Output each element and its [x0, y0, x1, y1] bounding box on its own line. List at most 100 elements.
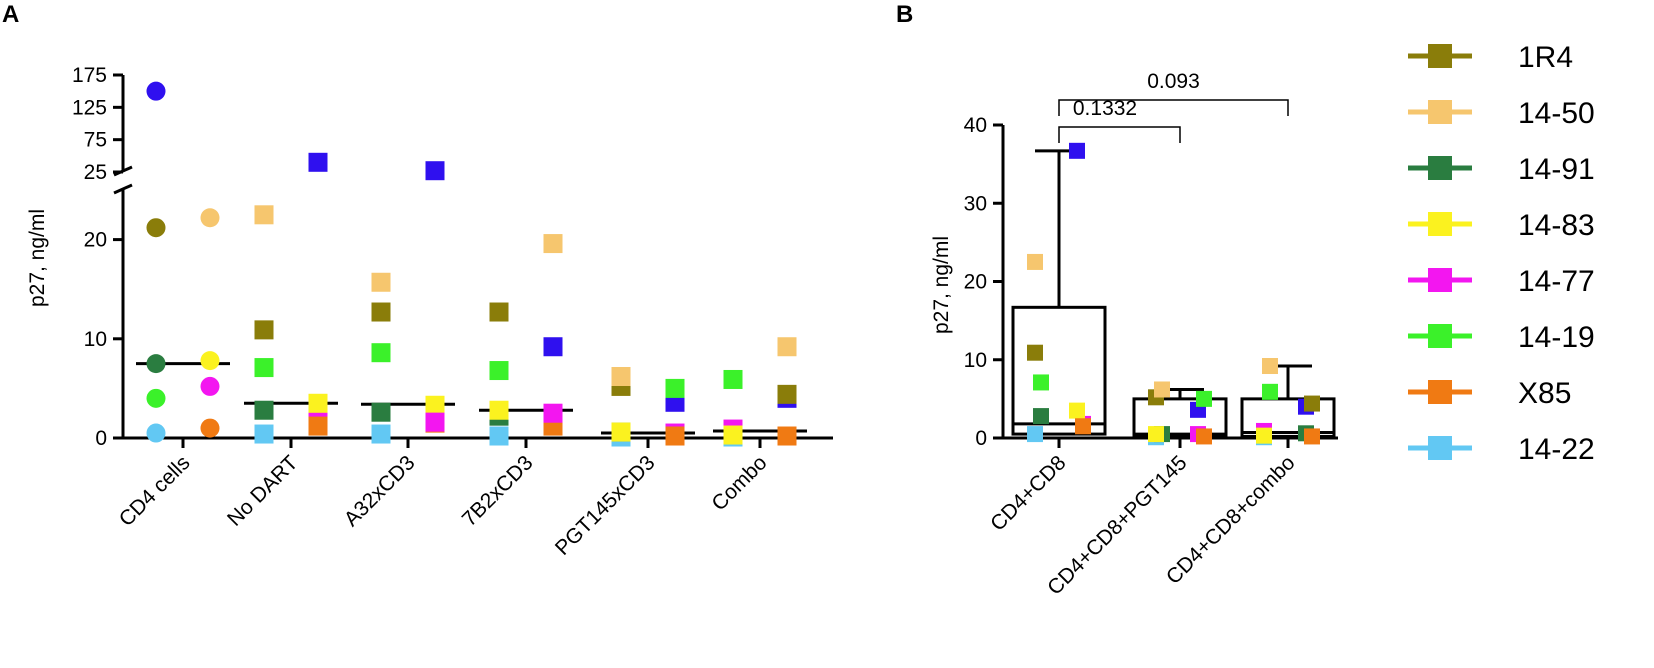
panel-b-p-value: 0.1332 — [1073, 97, 1137, 120]
panel-a-y-tick-label: 75 — [84, 129, 107, 152]
panel-a-point — [489, 302, 509, 322]
panel-a-point — [371, 402, 391, 422]
panel-a-point — [371, 424, 391, 444]
panel-b-point — [1304, 428, 1320, 445]
panel-a-point — [254, 400, 274, 420]
panel-a-x-labels: CD4 cells No DART A32xCD3 7B2xCD3 PGT145xCD3… — [115, 438, 772, 560]
legend-marker — [1428, 156, 1452, 180]
panel-a-y-tick-label: 10 — [84, 328, 107, 351]
legend-label: 1R4 — [1518, 41, 1573, 74]
legend-marker — [1428, 44, 1452, 68]
legend-item: X85 — [1408, 377, 1571, 410]
panel-a-point — [371, 272, 391, 292]
panel-b-y-tick-label: 40 — [964, 114, 987, 137]
panel-a-point — [146, 423, 166, 443]
panel-b-point — [1027, 253, 1043, 270]
legend-label: 14-83 — [1518, 209, 1595, 242]
panel-b-y-tick-label: 10 — [964, 349, 987, 372]
panel-a-points — [146, 81, 797, 447]
panel-b-points — [1027, 142, 1320, 446]
panel-b-point — [1075, 418, 1091, 435]
panel-b-point — [1196, 428, 1212, 445]
legend-item: 1R4 — [1408, 41, 1573, 74]
panel-b-box-rect — [1132, 397, 1228, 438]
panel-a-axis-break-lower — [113, 183, 133, 195]
panel-a-x-label: A32xCD3 — [340, 451, 420, 531]
legend-label: 14-50 — [1518, 97, 1595, 130]
panel-b-x-label: CD4+CD8 — [986, 451, 1070, 535]
panel-a-point — [777, 426, 797, 446]
panel-b-p-value: 0.093 — [1147, 70, 1200, 93]
panel-a-chart: p27, ng/ml 0 10 20 25 75 125 175 CD4 cells No D… — [26, 64, 833, 560]
panel-a-point — [371, 343, 391, 363]
panel-b-point — [1262, 383, 1278, 400]
panel-a-x-label: PGT145xCD3 — [551, 451, 660, 560]
panel-a-x-label: Combo — [707, 451, 771, 515]
panel-a-point — [665, 378, 685, 398]
panel-a-point — [200, 208, 220, 228]
panel-a-point — [723, 425, 743, 445]
panel-b-y-axis-title: p27, ng/ml — [930, 236, 953, 334]
legend-item: 14-50 — [1408, 97, 1595, 130]
panel-a-y-tick-label: 175 — [72, 64, 107, 87]
legend-label: 14-22 — [1518, 433, 1595, 466]
panel-a-y-tick-label: 125 — [72, 96, 107, 119]
panel-a-point — [308, 152, 328, 172]
panel-a-point — [611, 422, 631, 442]
panel-a-point — [308, 416, 328, 436]
panel-b-point — [1027, 426, 1043, 443]
panel-b-box — [1132, 387, 1228, 438]
panel-b-y-tick-label: 30 — [964, 192, 987, 215]
panel-a-axes — [113, 75, 833, 440]
panel-a-point — [254, 358, 274, 378]
panel-b-point — [1148, 426, 1164, 443]
panel-label-b: B — [896, 1, 913, 28]
panel-b-box-rect — [1240, 397, 1336, 438]
panel-b-point — [1262, 358, 1278, 375]
panel-a-point — [489, 426, 509, 446]
panel-a-point — [489, 361, 509, 381]
panel-a-point — [146, 81, 166, 101]
panel-a-point — [425, 395, 445, 415]
panel-a-point — [308, 393, 328, 413]
panel-b-chart: p27, ng/ml 0 10 20 30 40 CD4+CD8CD4+CD8+PGT1… — [930, 70, 1338, 600]
legend-marker — [1428, 380, 1452, 404]
panel-b-point — [1154, 381, 1170, 398]
panel-a-point — [611, 366, 631, 386]
panel-a-point — [200, 376, 220, 396]
panel-b-y-tick-label: 0 — [975, 427, 987, 450]
panel-a-point — [489, 400, 509, 420]
panel-a-point — [200, 351, 220, 371]
panel-b-point — [1256, 427, 1272, 444]
panel-a-y-axis-title: p27, ng/ml — [26, 209, 49, 307]
legend-marker — [1428, 100, 1452, 124]
legend-marker — [1428, 324, 1452, 348]
panel-a-point — [665, 426, 685, 446]
panel-b-comparison-bracket — [1058, 99, 1289, 116]
panel-b-box — [1011, 149, 1107, 436]
panel-a-point — [543, 337, 563, 357]
legend-marker — [1428, 436, 1452, 460]
legend-marker — [1428, 268, 1452, 292]
panel-a-point — [425, 161, 445, 181]
panel-a-point — [254, 424, 274, 444]
panel-a-x-label: 7B2xCD3 — [458, 451, 538, 531]
panel-a-point — [146, 354, 166, 374]
panel-a-point — [254, 320, 274, 340]
panel-b-point — [1304, 395, 1320, 412]
panel-b-comparison-bracket — [1058, 126, 1181, 143]
panel-a-y-tick-label: 0 — [95, 427, 107, 450]
legend-item: 14-22 — [1408, 433, 1595, 466]
panel-a-y-tick-label: 20 — [84, 229, 107, 252]
legend: 1R4 14-50 14-91 14-83 14-77 14-19 X85 14-22 — [1408, 41, 1595, 466]
panel-b-point — [1033, 374, 1049, 391]
legend-label: 14-77 — [1518, 265, 1595, 298]
panel-a-x-label: CD4 cells — [115, 451, 195, 531]
panel-a-point — [723, 369, 743, 389]
panel-a-point — [254, 205, 274, 225]
legend-item: 14-91 — [1408, 153, 1595, 186]
panel-b-box — [1240, 364, 1336, 438]
panel-a-point — [146, 388, 166, 408]
panel-b-point — [1069, 142, 1085, 159]
